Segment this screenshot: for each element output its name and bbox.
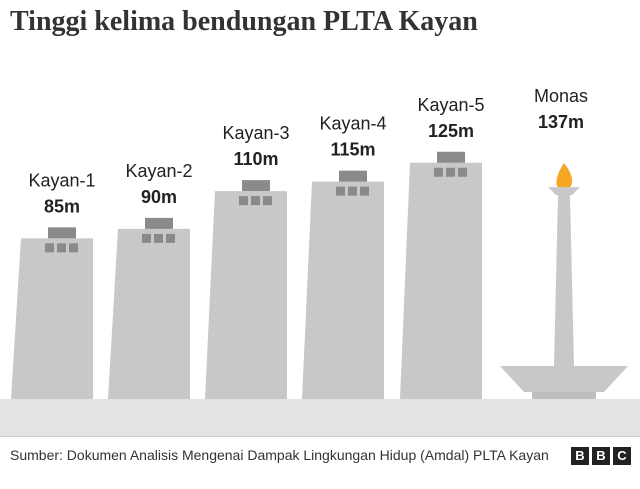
ground-strip: [0, 399, 640, 436]
category-label: Kayan-5: [417, 95, 484, 115]
dam-window: [154, 233, 163, 243]
dam-window: [263, 196, 272, 206]
dam-window: [239, 196, 248, 206]
dam-roof: [145, 217, 173, 229]
chart-title: Tinggi kelima bendungan PLTA Kayan: [10, 6, 478, 37]
dam-bar: [302, 181, 384, 399]
dam-roof: [339, 170, 367, 182]
dam-bar: [11, 238, 93, 399]
source-note: Sumber: Dokumen Analisis Mengenai Dampak…: [10, 447, 549, 463]
dam-window: [45, 243, 54, 253]
dam-roof: [48, 227, 76, 239]
monument-base: [500, 366, 628, 392]
footer-divider: [0, 436, 640, 437]
dam-window: [69, 243, 78, 253]
monument-flame: [556, 163, 573, 188]
chart-marks: [11, 151, 628, 399]
dam-bar: [108, 228, 190, 399]
monument-shaft: [554, 195, 574, 366]
chart-labels: 85m Kayan-1 90m Kayan-2 110m Kayan-3 115m Kayan…: [28, 86, 588, 216]
value-label: 90m: [141, 187, 177, 207]
monument-cup: [548, 187, 580, 196]
category-label: Kayan-4: [319, 114, 386, 134]
dam-roof: [242, 180, 270, 192]
dam-window: [434, 167, 443, 177]
logo-letter: B: [592, 447, 610, 465]
logo-letter: C: [613, 447, 631, 465]
logo-letter: B: [571, 447, 589, 465]
dam-window: [142, 233, 151, 243]
dam-roof: [437, 151, 465, 163]
monument-plinth: [532, 392, 596, 399]
value-label: 110m: [233, 149, 278, 169]
category-label: Monas: [534, 86, 588, 106]
value-label: 125m: [428, 121, 474, 141]
value-label: 85m: [44, 196, 80, 216]
dam-bar: [205, 191, 287, 399]
chart-canvas: 85m Kayan-1 90m Kayan-2 110m Kayan-3 115m Kayan…: [0, 86, 640, 436]
dam-window: [446, 167, 455, 177]
dam-window: [360, 186, 369, 196]
dam-window: [57, 243, 66, 253]
dam-window: [336, 186, 345, 196]
category-label: Kayan-1: [28, 170, 95, 190]
category-label: Kayan-2: [125, 161, 192, 181]
dam-window: [458, 167, 467, 177]
category-label: Kayan-3: [222, 123, 289, 143]
value-label: 115m: [330, 140, 375, 160]
bbc-logo: B B C: [571, 447, 631, 465]
value-label: 137m: [538, 112, 584, 132]
dam-bar: [400, 162, 482, 399]
dam-window: [251, 196, 260, 206]
dam-window: [166, 233, 175, 243]
dam-window: [348, 186, 357, 196]
